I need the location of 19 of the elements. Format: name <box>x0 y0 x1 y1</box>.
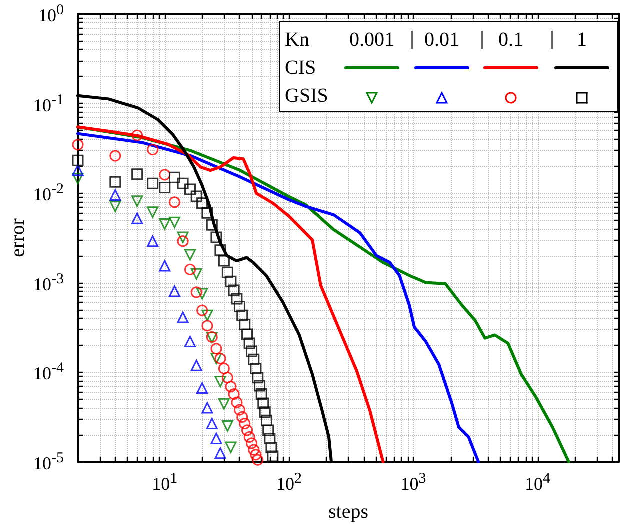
annotation: 0.01 <box>424 29 460 51</box>
x-tick-label: 10$^{1}$ <box>152 471 178 494</box>
y-tick-label: 10$^{-2}$ <box>34 182 64 205</box>
y-axis-title: error <box>7 218 29 258</box>
y-tick-label: 10$^{0}$ <box>38 2 64 26</box>
annotation: 0.001 <box>350 29 394 51</box>
x-axis-title: steps <box>328 501 369 523</box>
annotation: 1 <box>577 29 587 51</box>
legend-title: Kn <box>285 29 310 51</box>
legend-label: GSIS <box>285 85 328 107</box>
y-tick-label: 10$^{-5}$ <box>34 450 64 474</box>
annotation: 0.1 <box>498 29 524 51</box>
y-tick-label: 10$^{-3}$ <box>34 271 64 294</box>
x-tick-label: 10$^{3}$ <box>400 471 426 494</box>
x-tick-label: 10$^{2}$ <box>276 471 302 494</box>
x-tick-label: 10$^{4}$ <box>525 471 551 494</box>
legend-label: CIS <box>285 57 316 79</box>
y-tick-label: 10$^{-4}$ <box>34 360 64 384</box>
y-tick-label: 10$^{-1}$ <box>34 92 64 116</box>
